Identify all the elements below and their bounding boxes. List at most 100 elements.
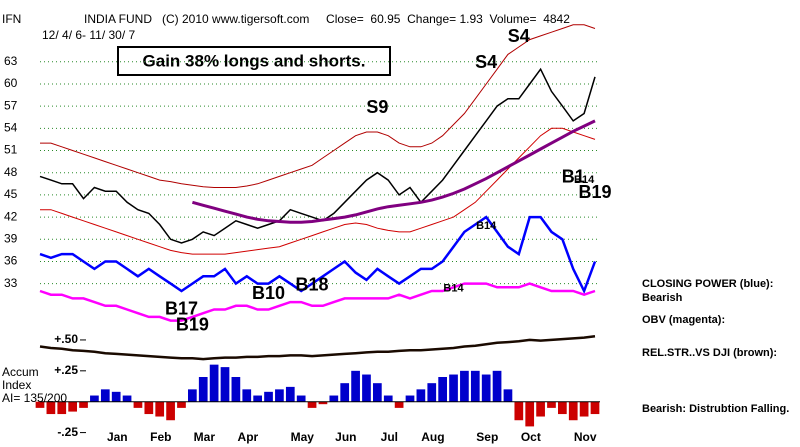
bar bbox=[470, 370, 480, 402]
bar bbox=[231, 377, 241, 402]
bar bbox=[100, 389, 110, 402]
legend-label: CLOSING POWER (blue): bbox=[642, 278, 773, 290]
bar bbox=[568, 401, 578, 421]
bar bbox=[264, 391, 273, 402]
headline: Gain 38% longs and shorts. bbox=[143, 51, 366, 70]
bar bbox=[46, 401, 56, 415]
series-line bbox=[39, 282, 596, 322]
signal-label: B10 bbox=[252, 283, 285, 303]
bar bbox=[329, 395, 339, 402]
signal-label: B19 bbox=[578, 182, 611, 202]
y-tick-label: 54 bbox=[4, 121, 18, 135]
accum-label: Index bbox=[2, 378, 31, 392]
y-tick-label: 48 bbox=[4, 165, 18, 179]
bar bbox=[536, 401, 545, 417]
bar bbox=[242, 389, 252, 402]
accum-label: Accum bbox=[2, 365, 39, 379]
bar bbox=[220, 367, 230, 402]
y-tick-label: 36 bbox=[4, 254, 18, 268]
bar bbox=[285, 386, 295, 402]
x-tick-label: Mar bbox=[194, 430, 216, 444]
bar bbox=[155, 401, 165, 417]
bar bbox=[90, 395, 99, 402]
bar bbox=[492, 370, 502, 402]
bar bbox=[166, 401, 175, 421]
series-line bbox=[40, 24, 596, 188]
x-tick-label: Jul bbox=[381, 430, 398, 444]
bar bbox=[188, 389, 197, 402]
symbol: IFN bbox=[2, 12, 21, 26]
bar bbox=[351, 370, 360, 402]
y-tick-label: +.25 bbox=[54, 363, 78, 377]
y-tick-label: 39 bbox=[4, 231, 18, 245]
x-tick-label: Oct bbox=[521, 430, 541, 444]
bar bbox=[198, 377, 208, 402]
bar bbox=[514, 401, 524, 421]
bar bbox=[449, 374, 458, 402]
x-tick-label: Jan bbox=[107, 430, 128, 444]
signal-label: B17 bbox=[165, 298, 198, 318]
bar bbox=[383, 395, 393, 402]
bar bbox=[68, 401, 77, 412]
signal-label: B14 bbox=[476, 220, 497, 232]
series-line bbox=[39, 334, 596, 361]
subtitle: 12/ 4/ 6- 11/ 30/ 7 bbox=[42, 28, 136, 42]
x-tick-label: Apr bbox=[238, 430, 259, 444]
bar bbox=[547, 401, 556, 408]
y-tick-label: 42 bbox=[4, 209, 18, 223]
series-line bbox=[191, 119, 596, 224]
x-tick-label: Jun bbox=[335, 430, 356, 444]
bar bbox=[144, 401, 154, 415]
signal-label: S4 bbox=[508, 26, 530, 46]
bar bbox=[525, 401, 535, 427]
bar bbox=[57, 401, 67, 415]
signal-label: S9 bbox=[366, 97, 388, 117]
bar bbox=[394, 401, 404, 408]
y-tick-label: +.50 bbox=[54, 332, 78, 346]
bar bbox=[362, 374, 371, 402]
y-tick-label: 51 bbox=[4, 143, 18, 157]
x-tick-label: Nov bbox=[574, 430, 597, 444]
legend-label: REL.STR..VS DJI (brown): bbox=[642, 347, 777, 359]
bar bbox=[177, 401, 186, 408]
bar bbox=[318, 401, 328, 405]
signal-label: S4 bbox=[475, 52, 497, 72]
bar bbox=[209, 364, 219, 402]
bar bbox=[111, 391, 121, 402]
y-tick-label: 63 bbox=[4, 54, 18, 68]
bar bbox=[579, 401, 589, 417]
bar bbox=[133, 401, 143, 408]
y-tick-label: -.25 bbox=[57, 425, 78, 439]
bar bbox=[373, 383, 382, 402]
x-tick-label: Sep bbox=[476, 430, 498, 444]
bar bbox=[296, 395, 306, 402]
chart-title: INDIA FUND (C) 2010 www.tigersoft.com Cl… bbox=[84, 12, 570, 26]
series-line bbox=[39, 67, 596, 244]
y-tick-label: 45 bbox=[4, 187, 18, 201]
signal-label: B19 bbox=[176, 315, 209, 335]
bar bbox=[35, 401, 45, 408]
bar bbox=[416, 389, 426, 402]
bar bbox=[438, 377, 447, 402]
legend-label: OBV (magenta): bbox=[642, 314, 725, 326]
signal-label: B1 bbox=[562, 167, 585, 187]
legend-status: Bearish bbox=[642, 292, 683, 304]
signal-label: B18 bbox=[296, 275, 329, 295]
bar bbox=[275, 389, 284, 402]
bar bbox=[481, 374, 491, 402]
bar bbox=[340, 383, 350, 402]
bar bbox=[405, 395, 415, 402]
x-tick-label: Feb bbox=[150, 430, 171, 444]
bar bbox=[503, 389, 513, 402]
series-line bbox=[39, 215, 597, 295]
y-tick-label: 33 bbox=[4, 276, 18, 290]
bar bbox=[460, 370, 469, 402]
bar bbox=[590, 401, 600, 415]
signal-label: B14 bbox=[443, 283, 464, 295]
series-line bbox=[40, 127, 596, 255]
bar bbox=[307, 401, 317, 408]
note: Bearish: Distrubtion Falling. bbox=[642, 403, 789, 415]
bar bbox=[79, 401, 88, 408]
bar bbox=[253, 395, 262, 402]
